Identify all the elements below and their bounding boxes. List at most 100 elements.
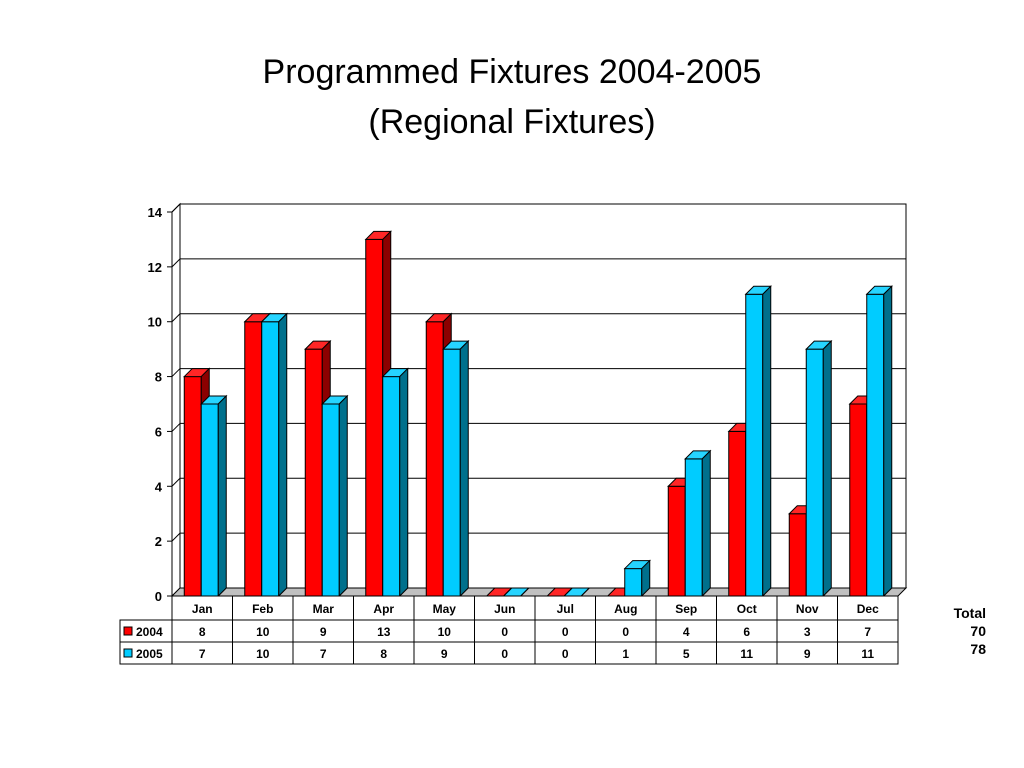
bar-front — [667, 485, 686, 597]
x-tick-label: Feb — [252, 602, 273, 616]
data-label: 7 — [864, 625, 871, 639]
legend-label-2004: 2004 — [136, 625, 163, 639]
bar-front — [365, 238, 384, 597]
data-label: 6 — [743, 625, 750, 639]
y-tick-label: 14 — [148, 205, 163, 220]
bar-front — [745, 293, 764, 597]
bar-2005-sep — [684, 449, 712, 598]
totals-block: Total 70 78 — [954, 604, 986, 658]
bar-side — [701, 449, 711, 598]
bar-2005-oct — [744, 285, 772, 598]
x-tick-label: Aug — [614, 602, 637, 616]
data-label: 0 — [622, 625, 629, 639]
bar-front — [684, 458, 703, 597]
data-label: 9 — [804, 647, 811, 661]
legend-label-2005: 2005 — [136, 647, 163, 661]
data-label: 10 — [438, 625, 452, 639]
data-label: 11 — [740, 647, 753, 661]
x-tick-label: May — [433, 602, 457, 616]
bar-front — [321, 403, 340, 597]
y-tick-label: 2 — [155, 534, 162, 549]
bar-side — [580, 587, 590, 597]
bar-front — [849, 403, 868, 597]
bar-front — [382, 376, 401, 597]
data-label: 0 — [501, 647, 508, 661]
bar-2005-jan — [200, 394, 228, 598]
bar-front — [244, 321, 263, 597]
y-tick-label: 8 — [155, 370, 162, 385]
y-tick-label: 4 — [155, 479, 163, 494]
bar-2005-nov — [805, 339, 833, 598]
data-label: 9 — [441, 647, 448, 661]
chart-title: Programmed Fixtures 2004-2005 — [262, 53, 762, 91]
gridline-side — [171, 203, 181, 213]
bar-front — [442, 348, 461, 597]
x-tick-label: Jul — [557, 602, 574, 616]
gridline-side — [171, 368, 181, 377]
data-label: 5 — [683, 647, 690, 661]
bar-2005-mar — [321, 394, 349, 598]
bar-front — [304, 348, 323, 597]
y-tick-label: 10 — [148, 315, 162, 330]
chart-subtitle: (Regional Fixtures) — [368, 103, 656, 141]
total-2005: 78 — [970, 641, 986, 657]
x-tick-label: Oct — [737, 602, 757, 616]
bar-front — [200, 403, 219, 597]
x-tick-label: Nov — [796, 602, 819, 616]
bar-front — [788, 513, 807, 597]
gridline-side — [171, 423, 181, 432]
bar-2005-dec — [865, 285, 893, 598]
data-label: 13 — [377, 625, 391, 639]
bar-2005-aug — [623, 559, 651, 598]
bar-side — [278, 312, 288, 598]
bar-side — [459, 339, 469, 598]
data-label: 0 — [562, 647, 569, 661]
data-label: 0 — [501, 625, 508, 639]
bar-2005-feb — [260, 312, 288, 598]
bar-front — [805, 348, 824, 597]
data-label: 7 — [199, 647, 206, 661]
gridline-side — [171, 313, 181, 323]
bar-front — [261, 321, 280, 597]
bar-2005-jun — [502, 587, 530, 597]
bar-side — [399, 367, 409, 598]
bar-2005-may — [442, 339, 470, 598]
x-tick-label: Mar — [313, 602, 335, 616]
total-2004: 70 — [970, 623, 986, 639]
x-tick-label: Sep — [675, 602, 697, 616]
bar-side — [520, 587, 530, 597]
totals-label: Total — [953, 605, 986, 621]
x-tick-label: Apr — [373, 602, 394, 616]
legend-swatch-2004 — [123, 626, 133, 636]
data-label: 8 — [380, 647, 387, 661]
bar-front — [866, 293, 885, 597]
data-label: 0 — [562, 625, 569, 639]
bar-side — [338, 394, 348, 598]
bar-side — [822, 339, 832, 598]
y-tick-label: 6 — [155, 424, 162, 439]
x-tick-label: Jun — [494, 602, 515, 616]
data-label: 10 — [256, 647, 270, 661]
legend-swatch-2005 — [123, 648, 133, 658]
y-tick-label: 0 — [155, 589, 162, 604]
data-label: 7 — [320, 647, 327, 661]
bar-side — [641, 559, 651, 598]
gridline-side — [171, 477, 181, 487]
bar-front — [183, 376, 202, 597]
data-label: 1 — [622, 647, 629, 661]
y-tick-label: 12 — [148, 260, 162, 275]
x-tick-label: Dec — [857, 602, 879, 616]
bar-front — [624, 568, 643, 597]
bar-side — [762, 285, 772, 598]
gridline-side — [171, 258, 181, 268]
bar-side — [217, 394, 227, 598]
data-label: 9 — [320, 625, 327, 639]
bar-2005-apr — [381, 367, 409, 598]
bar-side — [883, 285, 893, 598]
data-label: 3 — [804, 625, 811, 639]
bar-front — [728, 430, 747, 597]
data-label: 8 — [199, 625, 206, 639]
gridline-side — [171, 532, 181, 542]
x-tick-label: Jan — [192, 602, 213, 616]
